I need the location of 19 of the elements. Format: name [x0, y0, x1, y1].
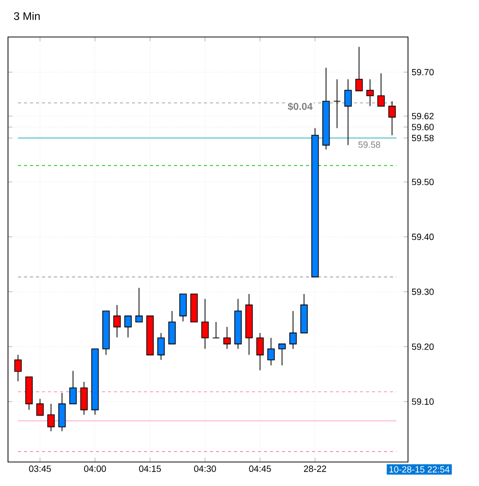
y-tick-label: 59.30 [412, 288, 434, 295]
y-tick-label: 59.70 [412, 68, 434, 76]
y-tick-label: 59.20 [412, 343, 434, 350]
ref-line-label: 59.58 [358, 141, 380, 148]
x-tick-label: 04:15 [139, 466, 161, 472]
x-tick-label: 04:00 [84, 466, 106, 472]
y-tick-label: 59.58 [412, 134, 434, 142]
y-tick-label: 59.40 [412, 234, 434, 240]
x-tick-label: 03:45 [29, 466, 51, 472]
x-tick-label: 04:45 [249, 466, 271, 472]
annotation: $0.04 [288, 102, 313, 111]
text: 10-28-15 22:54 [389, 466, 450, 473]
x-tick-label: 28-22 [304, 466, 326, 472]
chart-title: 3 Min [14, 12, 40, 20]
y-tick-label: 59.62 [412, 112, 434, 120]
y-tick-label: 59.60 [412, 124, 434, 130]
x-tick-label: 04:30 [194, 466, 216, 472]
y-tick-label: 59.50 [412, 178, 434, 186]
y-tick-label: 59.10 [412, 398, 434, 405]
